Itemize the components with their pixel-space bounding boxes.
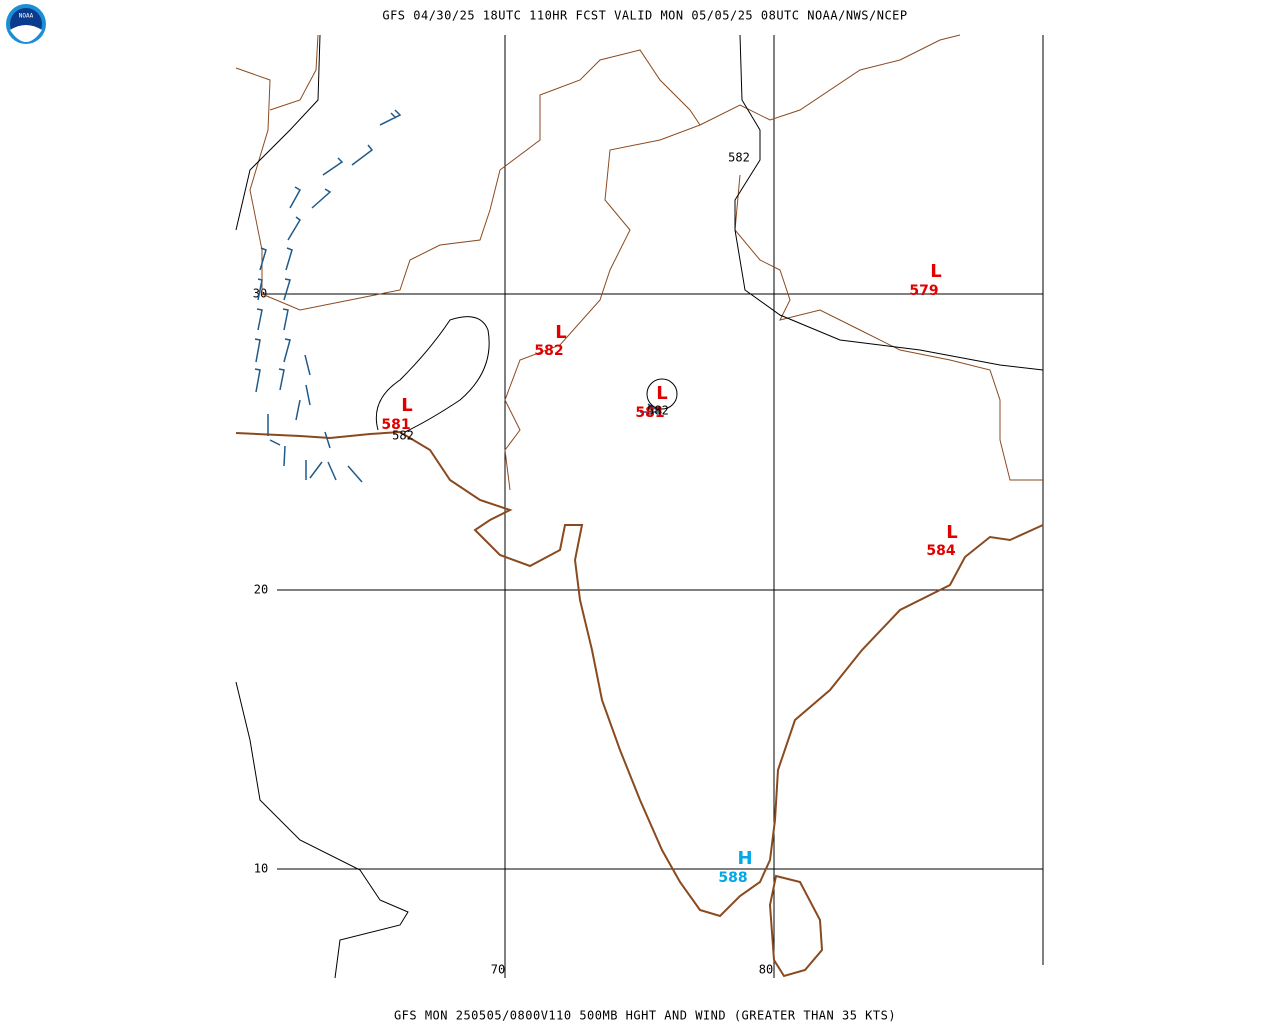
logo-text: NOAA xyxy=(19,13,34,20)
coastline xyxy=(235,430,1044,918)
center-symbol: L xyxy=(555,322,566,343)
centers: L 579 L 582 L 581 L 581 L 584 H 588 582 … xyxy=(381,151,957,887)
border xyxy=(734,174,1043,481)
map-title: GFS 04/30/25 18UTC 110HR FCST VALID MON … xyxy=(382,9,907,23)
lat-label: 20 xyxy=(254,583,268,597)
contour-label: 582 xyxy=(392,429,414,443)
border xyxy=(269,34,961,126)
center-symbol: L xyxy=(946,522,957,543)
contour-line xyxy=(734,34,1044,371)
center-value: 579 xyxy=(909,283,938,299)
center-value: 582 xyxy=(534,343,563,359)
center-symbol: L xyxy=(930,261,941,282)
lat-label: 10 xyxy=(254,862,268,876)
contour-line xyxy=(646,378,678,410)
center-symbol: H xyxy=(737,848,752,869)
wind-barbs xyxy=(254,109,663,483)
contour-label: 582 xyxy=(647,404,669,418)
map-footer: GFS MON 250505/0800V110 500MB HGHT AND W… xyxy=(394,1009,896,1023)
wind-barb xyxy=(254,109,663,483)
noaa-logo: NOAA xyxy=(6,4,46,44)
contour-line xyxy=(235,34,321,231)
center-value: 584 xyxy=(926,543,955,559)
border xyxy=(235,49,701,491)
center-value: 581 xyxy=(635,405,664,421)
coastline xyxy=(768,874,824,978)
center-value: 588 xyxy=(718,870,747,886)
geography xyxy=(235,34,1044,978)
center-symbol: L xyxy=(656,383,667,404)
center-value: 581 xyxy=(381,417,410,433)
contour-label: 582 xyxy=(728,151,750,165)
center-symbol: L xyxy=(401,395,412,416)
contour-line xyxy=(375,316,490,433)
lon-label: 70 xyxy=(491,963,505,977)
contour-line xyxy=(235,681,409,979)
grid: 30 20 10 70 80 xyxy=(253,35,1044,978)
lon-label: 80 xyxy=(759,963,773,977)
contours xyxy=(235,34,1044,979)
